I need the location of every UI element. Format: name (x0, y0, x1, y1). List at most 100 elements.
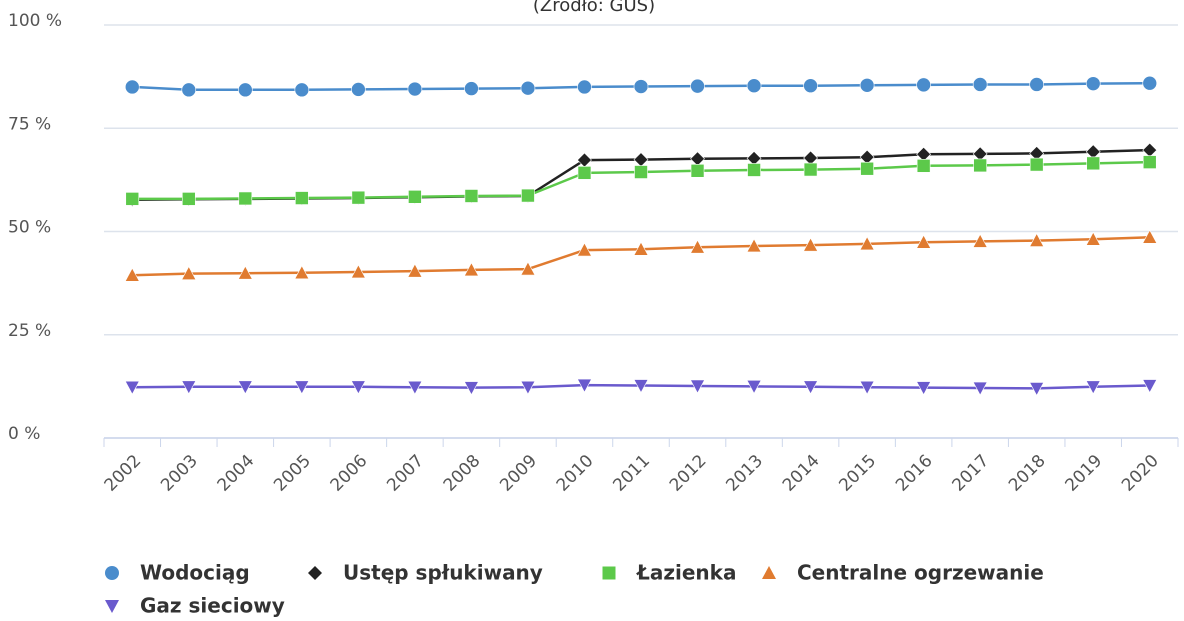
legend-item: Gaz sieciowy (105, 594, 285, 618)
data-point (1029, 382, 1045, 397)
data-point (521, 188, 535, 203)
data-point (633, 379, 649, 394)
x-tick-label: 2010 (553, 451, 598, 496)
x-tick-label: 2012 (666, 451, 711, 496)
data-point (746, 380, 762, 395)
data-point (351, 82, 366, 97)
y-tick-label: 25 % (8, 321, 51, 341)
legend-marker (105, 600, 119, 613)
x-tick-label: 2018 (1005, 451, 1050, 496)
data-point (916, 234, 932, 249)
series (125, 155, 1157, 206)
data-point (690, 78, 705, 94)
data-point (577, 79, 592, 95)
data-point (1085, 76, 1101, 91)
data-point (1029, 157, 1044, 172)
data-point (181, 82, 197, 98)
data-point (1142, 155, 1157, 169)
data-point (576, 242, 592, 257)
data-point (634, 165, 648, 179)
y-tick-label: 75 % (8, 114, 51, 134)
data-point (859, 236, 875, 251)
data-point (633, 241, 649, 256)
data-point (690, 379, 706, 394)
data-point (803, 162, 818, 177)
x-tick-label: 2009 (496, 451, 541, 496)
legend-marker (602, 566, 616, 580)
data-point (633, 79, 649, 94)
data-point (294, 265, 310, 280)
x-tick-label: 2014 (779, 451, 824, 496)
data-point (916, 159, 931, 173)
legend-label: Gaz sieciowy (140, 594, 285, 618)
legend-marker (308, 566, 322, 580)
legend-item: Centralne ogrzewanie (762, 561, 1044, 585)
data-point (803, 78, 818, 94)
series (124, 75, 1158, 98)
legend-label: Łazienka (636, 561, 736, 585)
x-tick-label: 2004 (214, 451, 259, 496)
legend-label: Ustęp spłukiwany (343, 561, 543, 585)
data-point (520, 80, 536, 96)
data-point (972, 233, 988, 248)
data-point (408, 190, 422, 204)
legend-label: Centralne ogrzewanie (797, 561, 1044, 585)
x-tick-label: 2005 (270, 451, 315, 496)
data-point (576, 378, 592, 393)
legend-item: Ustęp spłukiwany (308, 561, 543, 585)
data-point (181, 265, 197, 280)
x-tick-label: 2016 (892, 451, 937, 496)
x-tick-label: 2013 (722, 451, 767, 496)
data-point (860, 161, 874, 176)
data-point (294, 380, 310, 395)
data-point (803, 237, 819, 252)
data-point (350, 380, 366, 395)
data-point (972, 381, 988, 396)
data-point (746, 78, 762, 94)
data-point (690, 239, 706, 254)
data-point (1029, 77, 1044, 92)
data-point (295, 191, 309, 205)
data-point (1142, 379, 1158, 394)
x-tick-label: 2011 (609, 451, 654, 496)
x-tick-label: 2020 (1118, 451, 1163, 496)
data-point (577, 166, 592, 180)
data-point (859, 77, 875, 93)
data-point (407, 263, 423, 278)
series (124, 378, 1158, 397)
data-point (859, 380, 875, 395)
data-point (746, 238, 762, 253)
data-point (1029, 232, 1045, 247)
chart-subtitle: (Źródło: GUS) (533, 0, 655, 16)
data-point (237, 265, 253, 280)
series (124, 229, 1158, 282)
x-tick-label: 2007 (383, 451, 428, 496)
legend-marker (762, 566, 776, 579)
data-point (124, 79, 140, 95)
data-point (1085, 380, 1101, 395)
data-point (972, 77, 988, 92)
data-point (1142, 75, 1158, 91)
x-tick-label: 2006 (327, 451, 372, 496)
data-point (747, 163, 761, 177)
data-point (407, 81, 423, 97)
data-point (973, 158, 987, 173)
data-point (463, 262, 479, 277)
data-point (1142, 229, 1158, 244)
y-tick-label: 100 % (8, 11, 62, 31)
x-tick-label: 2015 (835, 451, 880, 496)
x-tick-label: 2003 (157, 451, 202, 496)
data-point (125, 192, 140, 206)
x-tick-label: 2008 (440, 451, 485, 496)
legend-label: Wodociąg (140, 561, 250, 585)
data-point (1086, 156, 1101, 171)
data-point (803, 380, 819, 395)
data-point (237, 380, 253, 395)
data-point (350, 264, 366, 279)
data-point (520, 380, 536, 395)
x-tick-label: 2002 (101, 451, 146, 496)
data-point (633, 152, 649, 168)
data-point (464, 81, 479, 96)
data-point (577, 152, 592, 168)
